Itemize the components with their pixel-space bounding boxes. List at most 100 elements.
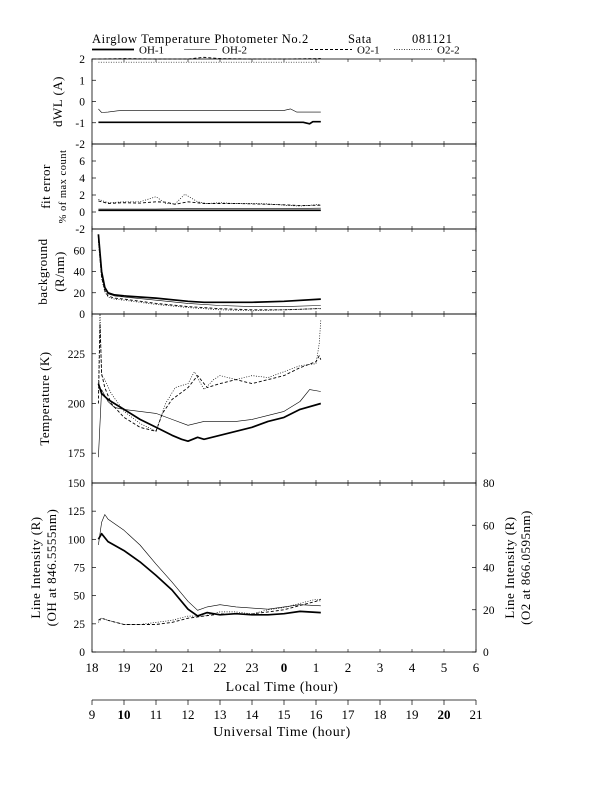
legend-item-oh-2: OH-2 [184,45,247,57]
legend-item-o2-1: O2-1 [310,45,380,57]
legend-label: O2-2 [437,45,460,57]
y-tick-label: 225 [68,349,86,361]
series-o2-2 [98,598,321,625]
series-o2-1 [98,56,321,60]
y2-tick-label: 80 [483,478,495,490]
panel-3: 0 20 40 60 background (R/nm) [35,228,477,321]
legend-label: OH-1 [139,45,164,57]
y-tick-label: 20 [74,288,86,300]
station-name: Sata [348,32,372,46]
y-tick-label: 0 [79,97,85,109]
panel-frame [91,58,477,145]
y-tick-label: -2 [75,139,85,151]
y-axis-label: Temperature (K) [37,351,52,445]
series-oh-1 [97,532,321,617]
utc-tick-label: 12 [182,707,195,722]
series-o2-2 [98,241,321,312]
y-tick-label: 4 [79,173,85,185]
series-oh-2 [98,237,321,307]
local-tick-label: 2 [345,660,352,675]
y-tick-label: 40 [74,267,86,279]
series-o2-1 [97,323,322,432]
local-tick-label: 1 [313,660,320,675]
y-tick-label: 0 [79,207,85,219]
series-o2-1 [98,200,321,207]
y-axis-label-2: (OH at 846.5555nm) [44,509,59,627]
y2-axis-label: Line Intensity (R) [502,516,517,618]
y-tick-label: 75 [74,563,86,575]
series-oh-2 [98,389,321,458]
utc-axis-label: Universal Time (hour) [213,725,351,740]
local-tick-label: 5 [441,660,448,675]
local-tick-label: 18 [86,660,99,675]
y-axis-label: background [35,238,50,304]
legend-item-oh-1: OH-1 [92,45,164,57]
series-oh-1 [98,120,321,125]
y2-tick-label: 20 [483,605,495,617]
local-tick-label: 6 [473,660,480,675]
local-tick-label: 4 [409,660,416,675]
y-tick-label: 25 [74,619,86,631]
y-tick-label: 60 [74,245,86,257]
legend: OH-1 OH-2 O2-1 O2-2 [92,45,460,57]
utc-tick-label: 13 [214,707,227,722]
utc-tick-label: 11 [150,707,163,722]
local-tick-label: 19 [118,660,131,675]
panel-frame [91,313,477,484]
y-axis-label: dWL (A) [50,76,65,127]
utc-tick-label: 21 [470,707,483,722]
series-oh-2 [98,207,321,210]
local-tick-label: 20 [150,660,163,675]
series-oh-1 [97,234,321,304]
chart-header: Airglow Temperature Photometer No.2 Sata… [92,32,492,46]
y-tick-label: 2 [79,54,85,66]
y-tick-label: 0 [79,647,85,659]
y2-tick-label: 60 [483,520,495,532]
y-axis-label: fit error [38,164,53,209]
legend-label: OH-2 [222,45,247,57]
panel-1: -2 -1 0 1 2 dWL (A) [50,54,477,151]
y-tick-label: 125 [68,506,86,518]
panel-frame [91,143,477,230]
y-tick-label: -2 [75,224,85,236]
y-tick-label: 175 [68,448,86,460]
y2-axis-label-2: (O2 at 866.0595nm) [518,510,533,625]
series-o2-1 [97,239,321,311]
chart-title: Airglow Temperature Photometer No.2 [92,32,309,46]
panel-4: 175 200 225 Temperature (K) [37,313,477,484]
y-axis-label-2: (R/nm) [52,251,67,292]
y2-tick-label: 40 [483,563,495,575]
utc-tick-label: 15 [278,707,291,722]
local-tick-label: 21 [182,660,195,675]
utc-tick-label: 17 [342,707,356,722]
utc-tick-label: 14 [246,707,260,722]
series-oh-1 [97,383,322,443]
y-tick-label: 150 [68,478,86,490]
y-axis-label-2: % of max count [58,150,69,224]
local-tick-label: 3 [377,660,384,675]
utc-tick-label: 9 [89,707,96,722]
utc-tick-label: 20 [438,707,451,722]
local-tick-label: 0 [281,660,288,675]
observation-date: 081121 [412,32,453,46]
y2-tick-label: 0 [483,647,489,659]
utc-tick-label: 18 [374,707,387,722]
legend-label: O2-1 [357,45,380,57]
local-tick-label: 23 [246,660,259,675]
panels: -2 -1 0 1 2 dWL (A) -2 0 2 4 6 fit error % of max co… [28,54,533,659]
series-oh-2 [98,514,321,611]
y-tick-label: 100 [68,534,86,546]
utc-tick-label: 10 [118,707,131,722]
y-tick-label: 200 [68,398,86,410]
y-tick-label: 1 [79,75,85,87]
y-tick-label: 0 [79,309,85,321]
utc-tick-label: 16 [310,707,324,722]
panel-frame [91,482,477,653]
y-tick-label: -1 [75,118,85,130]
local-axis-label: Local Time (hour) [226,680,339,695]
y-tick-label: 50 [74,591,86,603]
series-oh-2 [98,108,321,113]
y-axis-label: Line Intensity (R) [28,516,43,618]
